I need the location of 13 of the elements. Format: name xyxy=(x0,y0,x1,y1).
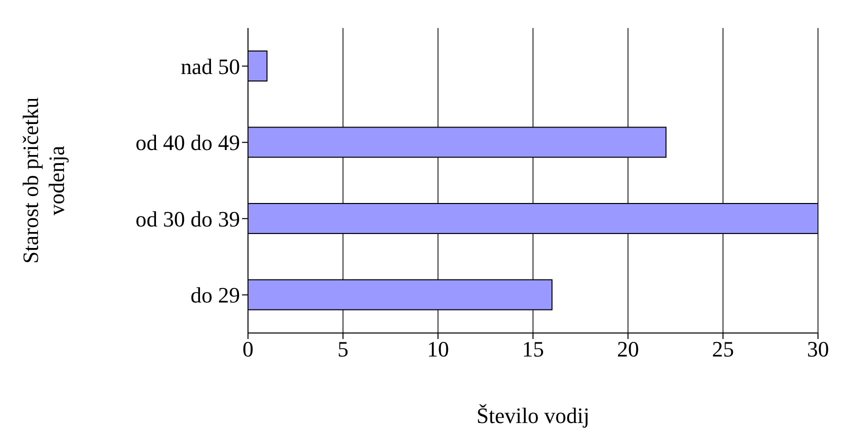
y-tick-label: od 40 do 49 xyxy=(136,130,240,156)
x-tick-label: 15 xyxy=(522,336,544,362)
x-tick-label: 25 xyxy=(712,336,734,362)
y-tick-label: do 29 xyxy=(190,282,240,308)
x-tick-label: 0 xyxy=(242,336,254,362)
x-tick-label: 30 xyxy=(807,336,829,362)
y-tick-label: od 30 do 39 xyxy=(136,206,240,232)
y-axis-title: Starost ob pričetku vodenja xyxy=(18,97,69,264)
y-tick-label: nad 50 xyxy=(180,54,240,79)
x-tick-label: 5 xyxy=(338,336,348,362)
x-tick-label: 10 xyxy=(427,336,449,362)
x-axis-title: Število vodij xyxy=(476,403,590,428)
x-tick-label: 20 xyxy=(617,336,639,362)
